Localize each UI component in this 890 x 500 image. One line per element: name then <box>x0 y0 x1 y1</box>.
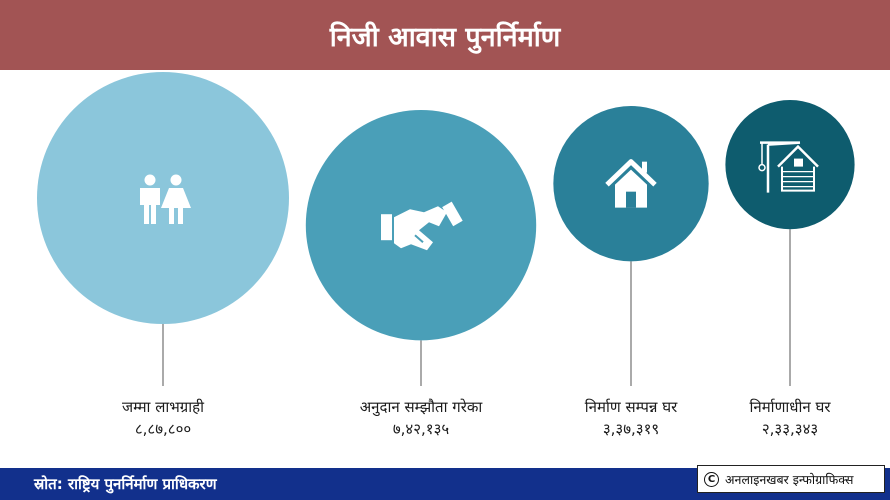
category-label: निर्माण सम्पन्न घर <box>584 398 678 416</box>
handshake-icon <box>381 201 463 251</box>
source-text: स्रोत: राष्ट्रिय पुनर्निर्माण प्राधिकरण <box>34 475 217 493</box>
copyright-icon: C <box>704 471 719 487</box>
value-label: २,३३,३४३ <box>761 420 819 438</box>
bubble-4 <box>725 100 855 230</box>
value-label: ८,८७,८०० <box>134 420 192 438</box>
value-label: ७,४२,१३५ <box>392 420 450 438</box>
construction-icon <box>758 141 819 193</box>
category-label: अनुदान सम्झौता गरेका <box>359 398 483 416</box>
credit-text: अनलाइनखबर इन्फोग्राफिक्स <box>725 471 854 487</box>
header-banner: निजी आवास पुनर्निर्माण <box>0 0 890 70</box>
bubble-1 <box>37 72 289 324</box>
bubble-chart <box>37 72 855 386</box>
category-label: निर्माणाधीन घर <box>749 398 831 416</box>
house-icon <box>605 159 657 208</box>
page-title: निजी आवास पुनर्निर्माण <box>329 21 561 53</box>
people-icon <box>140 174 191 224</box>
value-label: ३,३७,३१९ <box>602 420 660 438</box>
credit-badge: C अनलाइनखबर इन्फोग्राफिक्स <box>697 465 885 493</box>
category-label: जम्मा लाभग्राही <box>121 398 205 416</box>
